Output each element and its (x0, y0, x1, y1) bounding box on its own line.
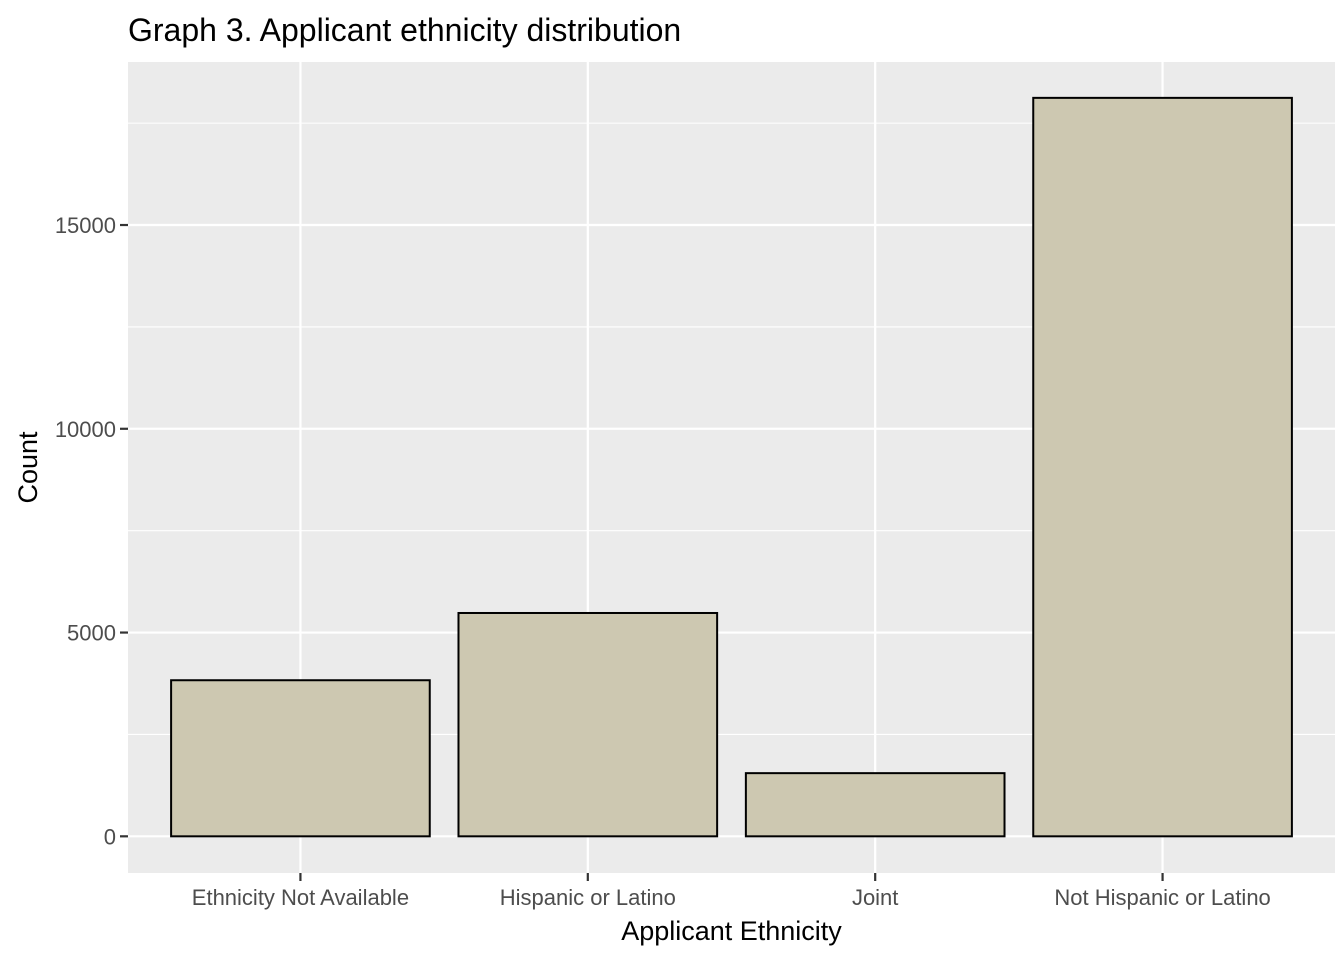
bar (744, 772, 1006, 838)
y-tick-label: 0 (104, 824, 116, 849)
x-axis-title: Applicant Ethnicity (621, 916, 842, 946)
bar (1032, 96, 1293, 838)
bars (170, 96, 1293, 838)
x-tick-label: Ethnicity Not Available (192, 885, 409, 910)
bar (170, 679, 431, 838)
x-tick-label: Hispanic or Latino (500, 885, 676, 910)
y-axis-title: Count (13, 431, 43, 504)
y-tick-label: 10000 (55, 417, 116, 442)
y-axis: 0 5000 10000 15000 (55, 213, 128, 849)
x-tick-label: Joint (852, 885, 898, 910)
y-tick-label: 5000 (67, 621, 116, 646)
x-axis: Ethnicity Not Available Hispanic or Latin… (192, 873, 1271, 910)
bar (457, 611, 719, 838)
y-tick-label: 15000 (55, 213, 116, 238)
x-tick-label: Not Hispanic or Latino (1054, 885, 1270, 910)
chart-title: Graph 3. Applicant ethnicity distributio… (128, 12, 681, 48)
